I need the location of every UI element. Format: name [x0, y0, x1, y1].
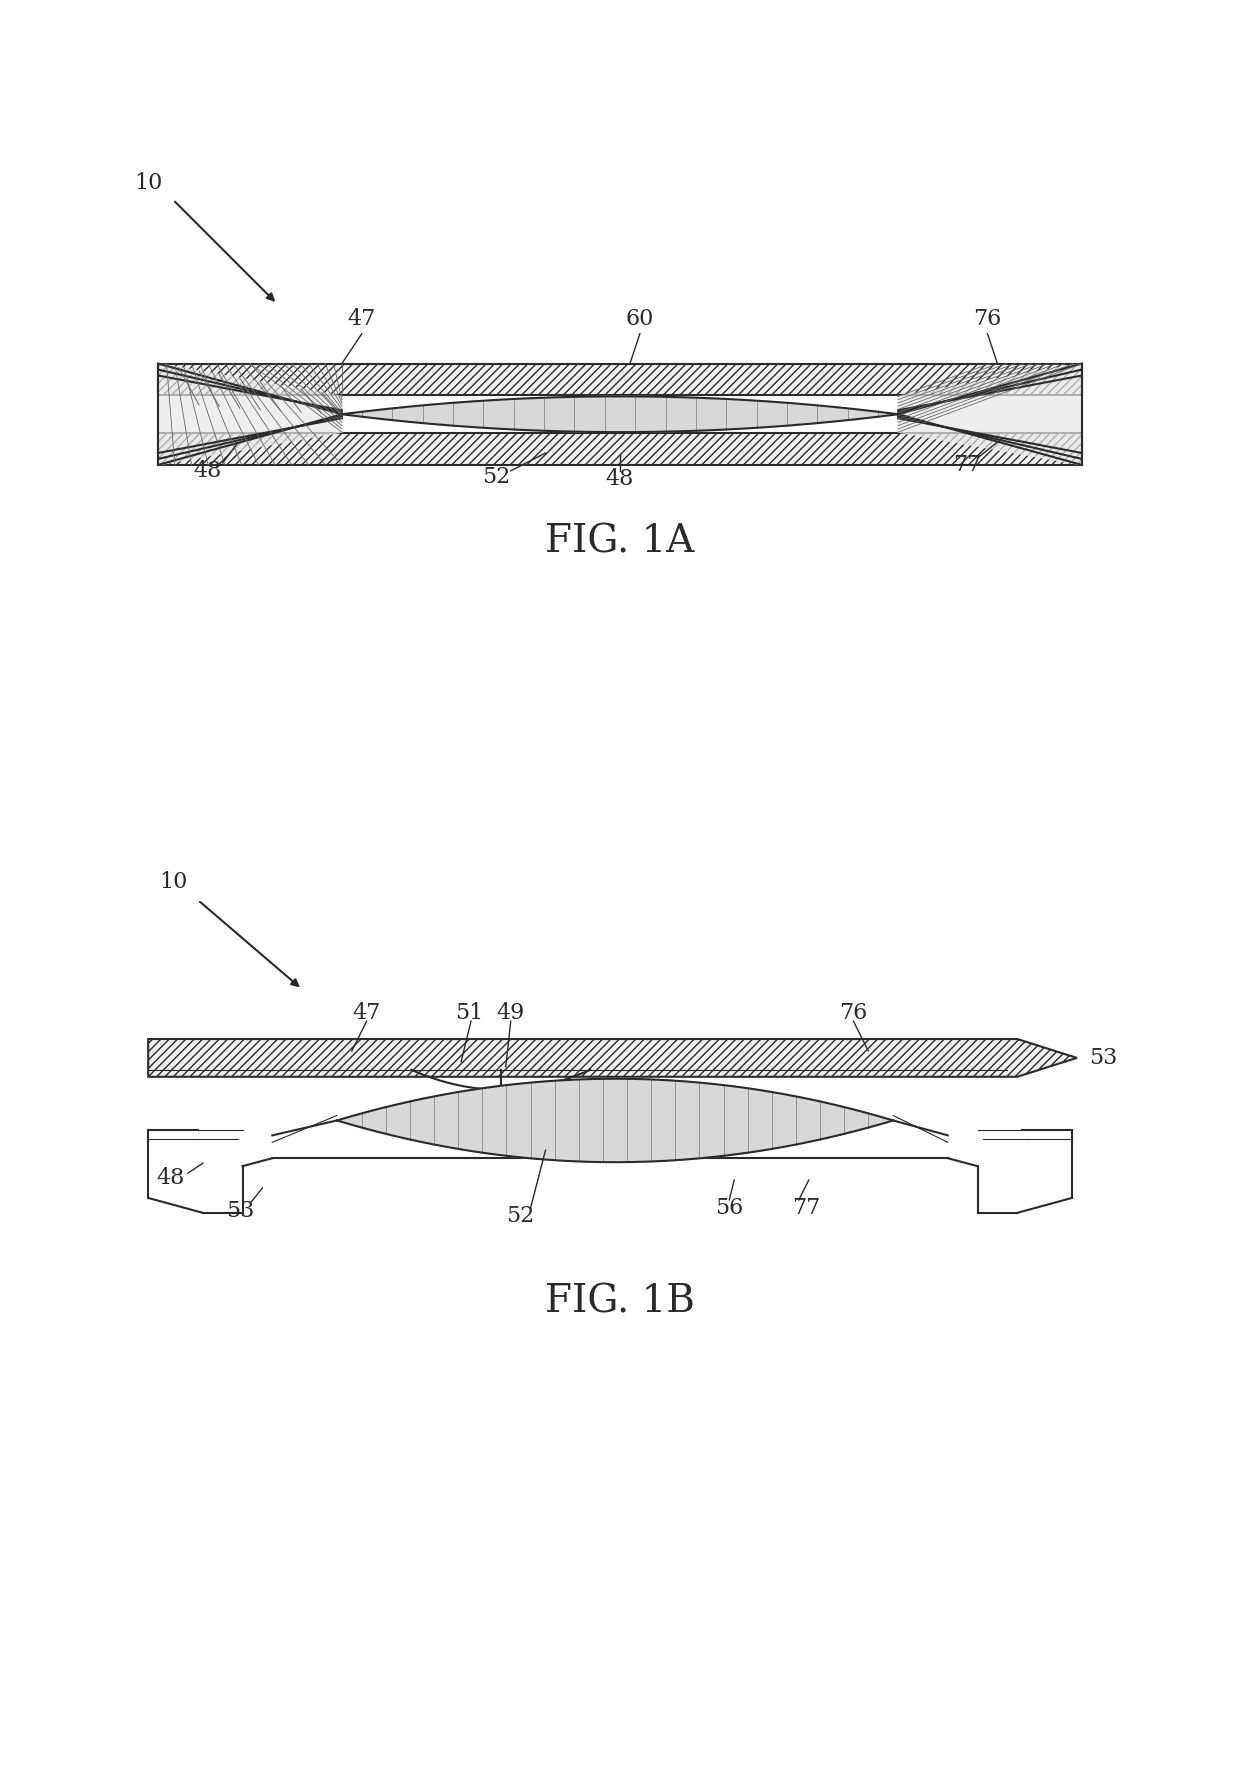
Bar — [159, 363, 1081, 395]
Text: 56: 56 — [715, 1197, 744, 1219]
Text: 48: 48 — [193, 459, 222, 482]
Text: 60: 60 — [626, 307, 653, 331]
Text: FIG. 1B: FIG. 1B — [546, 1283, 694, 1321]
Text: 10: 10 — [159, 870, 187, 894]
Text: 47: 47 — [347, 307, 376, 331]
Polygon shape — [898, 363, 1081, 465]
Text: 51: 51 — [455, 1003, 484, 1024]
Text: 76: 76 — [839, 1003, 868, 1024]
Text: 47: 47 — [352, 1003, 381, 1024]
Polygon shape — [159, 363, 342, 465]
Text: 52: 52 — [507, 1204, 534, 1228]
Text: 48: 48 — [156, 1167, 185, 1188]
Text: 49: 49 — [496, 1003, 525, 1024]
Text: 77: 77 — [792, 1197, 821, 1219]
Text: 53: 53 — [1089, 1047, 1117, 1069]
Bar — [159, 432, 1081, 465]
Text: 48: 48 — [606, 468, 634, 490]
Polygon shape — [337, 1079, 893, 1162]
Polygon shape — [342, 397, 898, 432]
Text: 53: 53 — [227, 1199, 254, 1222]
Text: 52: 52 — [481, 466, 510, 488]
Text: FIG. 1A: FIG. 1A — [546, 524, 694, 561]
Text: 77: 77 — [954, 454, 982, 475]
Text: 76: 76 — [973, 307, 1002, 331]
Text: 10: 10 — [134, 172, 162, 193]
Polygon shape — [149, 1038, 1076, 1078]
